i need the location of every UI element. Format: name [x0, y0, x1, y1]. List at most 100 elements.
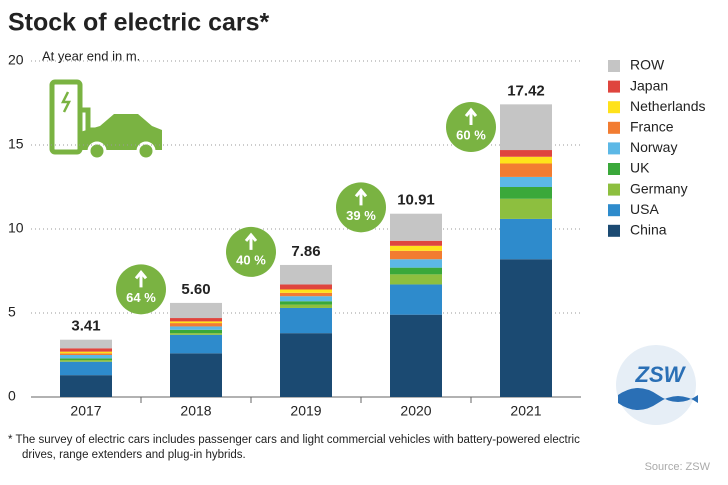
y-tick-label: 0 — [8, 388, 16, 404]
bar-segment — [60, 358, 112, 361]
bar-segment — [500, 104, 552, 151]
legend-swatch — [608, 121, 620, 134]
bar-segment — [500, 150, 552, 157]
growth-badge — [336, 182, 386, 233]
y-tick-label: 5 — [8, 304, 16, 320]
bar-segment — [280, 284, 332, 290]
bar-segment — [60, 348, 112, 352]
bar-segment — [280, 333, 332, 397]
chart-subtitle: At year end in m. — [42, 48, 140, 63]
bolt — [60, 91, 72, 113]
bar-segment — [390, 274, 442, 285]
bar-segment — [500, 163, 552, 177]
bar-segment — [390, 245, 442, 251]
bar-segment — [390, 240, 442, 246]
legend-label: Netherlands — [630, 98, 706, 114]
growth-badge — [446, 102, 496, 153]
x-tick-label: 2017 — [70, 403, 101, 419]
bar-segment — [170, 334, 222, 354]
footnote: drives, range extenders and plug-in hybr… — [22, 449, 246, 461]
bar-segment — [390, 250, 442, 260]
growth-arrow — [134, 269, 148, 288]
y-tick-label: 15 — [8, 136, 24, 152]
bar-segment — [60, 353, 112, 355]
legend-label: China — [630, 222, 667, 238]
legend-swatch — [608, 224, 620, 237]
legend-swatch — [608, 101, 620, 114]
bar-segment — [170, 329, 222, 334]
bar-segment — [60, 375, 112, 397]
bar-segment — [390, 259, 442, 268]
bar-segment — [500, 259, 552, 397]
legend-swatch — [608, 204, 620, 217]
bar-segment — [500, 198, 552, 219]
growth-label: 39 % — [346, 208, 376, 223]
bar-segment — [60, 339, 112, 349]
growth-label: 40 % — [236, 252, 266, 267]
car — [80, 114, 162, 150]
bar-segment — [280, 292, 332, 297]
bar-segment — [60, 355, 112, 359]
bar-segment — [60, 351, 112, 354]
legend-label: USA — [630, 201, 659, 217]
bar-segment — [60, 361, 112, 376]
logo-text: ZSW — [635, 362, 687, 387]
bar-segment — [280, 264, 332, 285]
bar-segment — [170, 353, 222, 397]
growth-arrow — [354, 187, 368, 206]
bar-segment — [280, 301, 332, 305]
x-tick-label: 2020 — [400, 403, 431, 419]
total-label: 17.42 — [507, 82, 545, 99]
x-tick-label: 2019 — [290, 403, 321, 419]
legend-label: France — [630, 119, 674, 135]
wheel — [136, 141, 156, 161]
bar-segment — [170, 302, 222, 319]
growth-label: 60 % — [456, 127, 486, 142]
bar-segment — [170, 318, 222, 322]
growth-badge — [226, 226, 276, 277]
bar-segment — [60, 360, 112, 362]
total-label: 5.60 — [181, 281, 210, 298]
total-label: 7.86 — [291, 243, 320, 260]
growth-badge — [116, 264, 166, 315]
legend-swatch — [608, 60, 620, 72]
bar-segment — [390, 267, 442, 275]
bar-segment — [170, 326, 222, 330]
bar-segment — [280, 304, 332, 308]
legend-label: Germany — [630, 180, 688, 196]
logo-wave — [618, 388, 698, 410]
bar-segment — [170, 323, 222, 327]
total-label: 3.41 — [71, 318, 100, 335]
bar-segment — [390, 213, 442, 241]
footnote: * The survey of electric cars includes p… — [8, 434, 580, 446]
legend-label: Japan — [630, 77, 668, 93]
y-tick-label: 10 — [8, 220, 24, 236]
bar-segment — [390, 284, 442, 315]
growth-label: 64 % — [126, 290, 156, 305]
x-tick-label: 2018 — [180, 403, 211, 419]
wheel — [87, 141, 107, 161]
bar-segment — [500, 156, 552, 164]
bar-segment — [390, 314, 442, 397]
bar-segment — [280, 307, 332, 334]
bar-segment — [170, 333, 222, 335]
legend-label: Norway — [630, 139, 677, 155]
source: Source: ZSW — [645, 461, 711, 473]
bar-segment — [500, 176, 552, 187]
chart-title: Stock of electric cars* — [8, 9, 270, 37]
bar-segment — [500, 218, 552, 260]
growth-arrow — [244, 232, 258, 250]
total-label: 10.91 — [397, 192, 435, 209]
legend-swatch — [608, 163, 620, 175]
legend-swatch — [608, 142, 620, 155]
y-tick-label: 20 — [8, 52, 24, 68]
legend-label: UK — [630, 160, 650, 176]
bar-segment — [170, 321, 222, 324]
bar-segment — [280, 296, 332, 302]
growth-arrow — [464, 107, 478, 126]
x-tick-label: 2021 — [510, 403, 541, 419]
legend-swatch — [608, 183, 620, 196]
legend-swatch — [608, 80, 620, 93]
legend-label: ROW — [630, 57, 665, 73]
